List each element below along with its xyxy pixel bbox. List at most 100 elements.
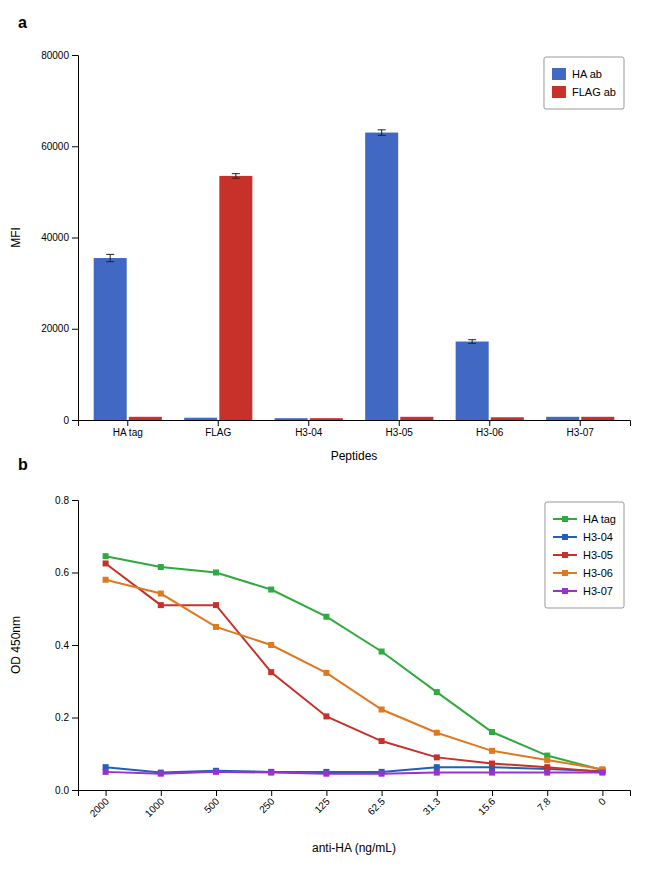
line [106,580,603,770]
legend-entry: FLAG ab [552,86,616,98]
legend-swatch [552,68,566,80]
x-tick: 500 [202,790,222,815]
figure: 020000400006000080000HA tagFLAGH3-04H3-0… [0,0,650,871]
x-tick-label: 1000 [143,795,167,819]
y-axis: 0.00.20.40.60.8 [55,495,78,796]
y-axis-line [72,501,79,791]
x-tick-mark [218,420,219,426]
marker [103,769,109,775]
marker [434,754,440,760]
marker [379,771,385,777]
bar [219,176,252,420]
y-tick-mark [72,55,78,56]
x-tick-label: 7.8 [535,795,553,813]
x-tick-mark [127,420,128,426]
y-tick-mark [72,146,78,147]
marker [323,771,329,777]
x-tick-mark [399,420,400,426]
bar [94,258,127,420]
x-tick: 2000 [88,790,112,819]
marker [379,707,385,713]
y-tick-mark [72,573,78,574]
error-bar [106,254,114,261]
x-tick-mark [382,790,383,796]
legend-label: FLAG ab [572,86,616,98]
marker [599,770,605,776]
x-axis-title: anti-HA (ng/mL) [312,841,396,855]
x-tick-mark [326,790,327,796]
marker [268,642,274,648]
marker [323,614,329,620]
line-series [103,560,606,774]
x-tick-label: H3-05 [386,427,414,438]
x-tick-label: FLAG [205,427,231,438]
y-tick-label: 40000 [41,232,69,243]
x-tick: 31.3 [421,790,443,817]
marker [489,748,495,754]
legend-frame [545,502,624,608]
y-tick-mark [72,238,78,239]
plot-area [103,553,606,777]
legend-entry: HA ab [552,68,602,80]
y-tick-label: 20000 [41,323,69,334]
y-tick-label: 0.0 [55,785,69,796]
panel-label: a [18,14,27,31]
x-tick: H3-06 [476,420,504,438]
marker [434,689,440,695]
marker [213,769,219,775]
bar-series [94,130,579,420]
marker [158,591,164,597]
y-tick-label: 60000 [41,141,69,152]
x-tick-mark [492,790,493,796]
marker [103,553,109,559]
y-tick: 0.0 [55,785,78,796]
x-axis: 2000100050025012562.531.315.67.80 [79,790,631,819]
y-tick-mark [72,329,78,330]
x-tick: HA tag [113,420,143,438]
x-tick-label: 2000 [88,795,112,819]
line [106,772,603,774]
x-tick-label: 15.6 [476,795,498,817]
legend-marker [562,516,568,522]
bar [581,417,614,420]
bar [365,133,398,420]
x-axis-line [79,421,631,427]
y-tick-label: 80000 [41,50,69,61]
panel: 020000400006000080000HA tagFLAGH3-04H3-0… [41,50,630,438]
y-axis-line [72,56,79,421]
x-tick: 15.6 [476,790,498,817]
legend-label: H3-06 [583,567,613,579]
bar [310,418,343,420]
legend-swatch [552,86,566,98]
marker [544,764,550,770]
y-tick-label: 0.4 [55,640,69,651]
marker [379,649,385,655]
marker [489,729,495,735]
legend-label: H3-04 [583,531,613,543]
marker [544,770,550,776]
y-tick: 0.2 [55,712,78,723]
marker [213,570,219,576]
marker [599,769,605,775]
error-bar [468,340,476,344]
x-tick: 125 [312,790,332,815]
y-tick: 0.6 [55,567,78,578]
bar [491,417,524,420]
marker [489,770,495,776]
bar [129,417,162,420]
x-tick: 62.5 [366,790,388,817]
marker [268,769,274,775]
panel-label: b [18,456,28,473]
legend: HA tagH3-04H3-05H3-06H3-07 [545,502,624,608]
x-tick-label: 31.3 [421,795,443,817]
error-bar [378,130,386,135]
legend-marker [562,588,568,594]
x-tick-mark [547,790,548,796]
y-tick-mark [72,645,78,646]
x-tick-mark [580,420,581,426]
line [106,563,603,771]
marker [103,577,109,583]
x-tick-mark [602,790,603,796]
line-series [103,577,606,773]
x-tick-mark [106,790,107,796]
